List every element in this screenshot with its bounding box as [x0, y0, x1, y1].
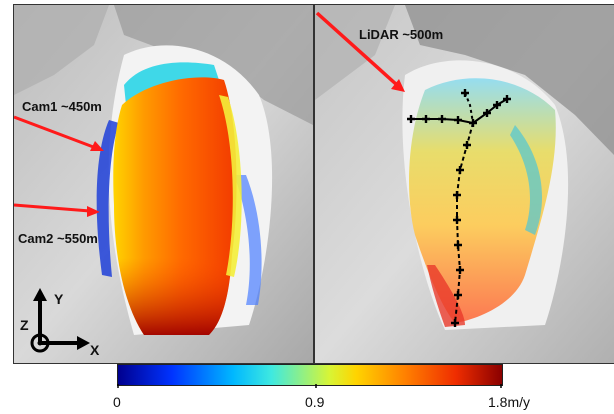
z-axis-label: Z: [20, 317, 29, 333]
colorbar-max-label: 1.8m/y: [488, 394, 531, 410]
high-velocity-toe: [113, 77, 237, 335]
z-axis-circle: [30, 333, 50, 353]
profile-path-north: [464, 92, 474, 124]
right-map-graphic: [315, 5, 614, 363]
cam2-arrow-line: [14, 203, 91, 213]
lidar-label: LiDAR ~500m: [359, 27, 444, 42]
profile-markers: [407, 89, 511, 327]
terrain-ridge: [405, 5, 614, 155]
x-axis-label: X: [90, 342, 100, 358]
cam1-label: Cam1 ~450m: [22, 99, 102, 114]
colorbar-mid-label: 0.9: [305, 394, 325, 410]
terrain-ridge: [114, 5, 313, 125]
profile-path-east: [472, 98, 508, 124]
cam1-arrow-line: [14, 115, 97, 150]
left-arrows: [14, 115, 104, 353]
blue-edge-right: [234, 175, 262, 305]
yellow-band: [219, 95, 242, 277]
x-axis-arrowhead: [77, 336, 90, 350]
terrain-slope: [14, 5, 109, 95]
y-axis-arrowhead: [33, 288, 47, 301]
right-velocity-map: LiDAR ~500m: [314, 4, 614, 364]
cam1-arrow-head: [90, 141, 104, 151]
cam2-arrow-head: [87, 206, 100, 217]
left-velocity-map: Cam1 ~450m Cam2 ~550m Y Z X: [13, 4, 314, 364]
cam2-label: Cam2 ~550m: [18, 231, 98, 246]
left-map-graphic: [14, 5, 313, 363]
cyan-top-region: [124, 62, 219, 105]
y-axis-label: Y: [54, 291, 64, 307]
z-axis-dot: [37, 340, 43, 346]
cyan-region: [510, 125, 543, 235]
velocity-colorbar: [117, 364, 503, 386]
lidar-arrow-line: [315, 11, 399, 87]
lidar-arrow-head: [391, 79, 405, 92]
colorbar-min-label: 0: [113, 394, 121, 410]
blue-edge-left: [96, 120, 119, 277]
